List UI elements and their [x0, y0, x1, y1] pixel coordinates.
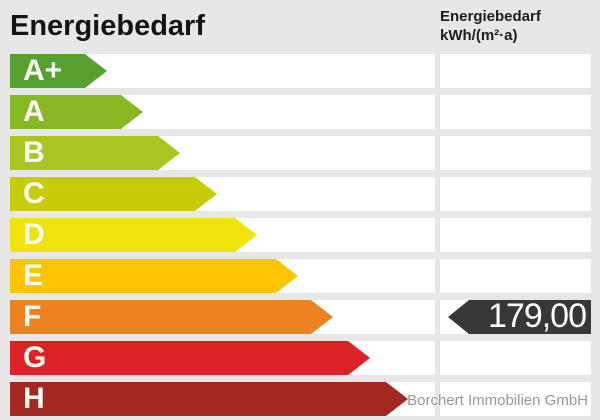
band-label: D: [23, 218, 45, 251]
band-label: H: [23, 382, 45, 415]
band-label: B: [23, 136, 45, 169]
footer-company: Borchert Immobilien GmbH: [407, 392, 588, 409]
band-arrow-a: A: [10, 95, 143, 129]
row-background-right: [440, 341, 591, 375]
band-arrow-b: B: [10, 136, 180, 170]
row-background-right: [440, 136, 591, 170]
row-background-right: [440, 54, 591, 88]
band-arrow-g: G: [10, 341, 370, 375]
energy-band-row: G: [0, 341, 600, 375]
row-background-right: [440, 259, 591, 293]
band-label: G: [23, 341, 47, 374]
band-arrow-c: C: [10, 177, 217, 211]
page-title: Energiebedarf: [10, 10, 205, 42]
band-arrow-d: D: [10, 218, 257, 252]
band-arrow-e: E: [10, 259, 298, 293]
band-arrow-h: H: [10, 382, 408, 416]
row-background-right: [440, 95, 591, 129]
band-label: A+: [23, 54, 63, 87]
band-arrow-f: F: [10, 300, 333, 334]
row-background-right: [440, 218, 591, 252]
band-label: C: [23, 177, 45, 210]
value-column-header-title: Energiebedarf: [440, 8, 541, 25]
row-background-right: [440, 177, 591, 211]
energy-band-row: A+: [0, 54, 600, 88]
energy-band-row: C: [0, 177, 600, 211]
row-background-right: [440, 382, 591, 416]
value-column-header: Energiebedarf kWh/(m²·a): [440, 7, 541, 45]
energy-band-row: H: [0, 382, 600, 416]
value-badge: 179,00: [448, 300, 591, 334]
band-label: E: [23, 259, 44, 292]
energy-band-row: B: [0, 136, 600, 170]
value-column-header-unit: kWh/(m²·a): [440, 27, 518, 44]
value-badge-text: 179,00: [488, 297, 587, 335]
band-label: F: [23, 300, 42, 333]
band-label: A: [23, 95, 45, 128]
energy-band-row: E: [0, 259, 600, 293]
energy-band-row: A: [0, 95, 600, 129]
band-arrow-a+: A+: [10, 54, 107, 88]
energy-band-row: D: [0, 218, 600, 252]
